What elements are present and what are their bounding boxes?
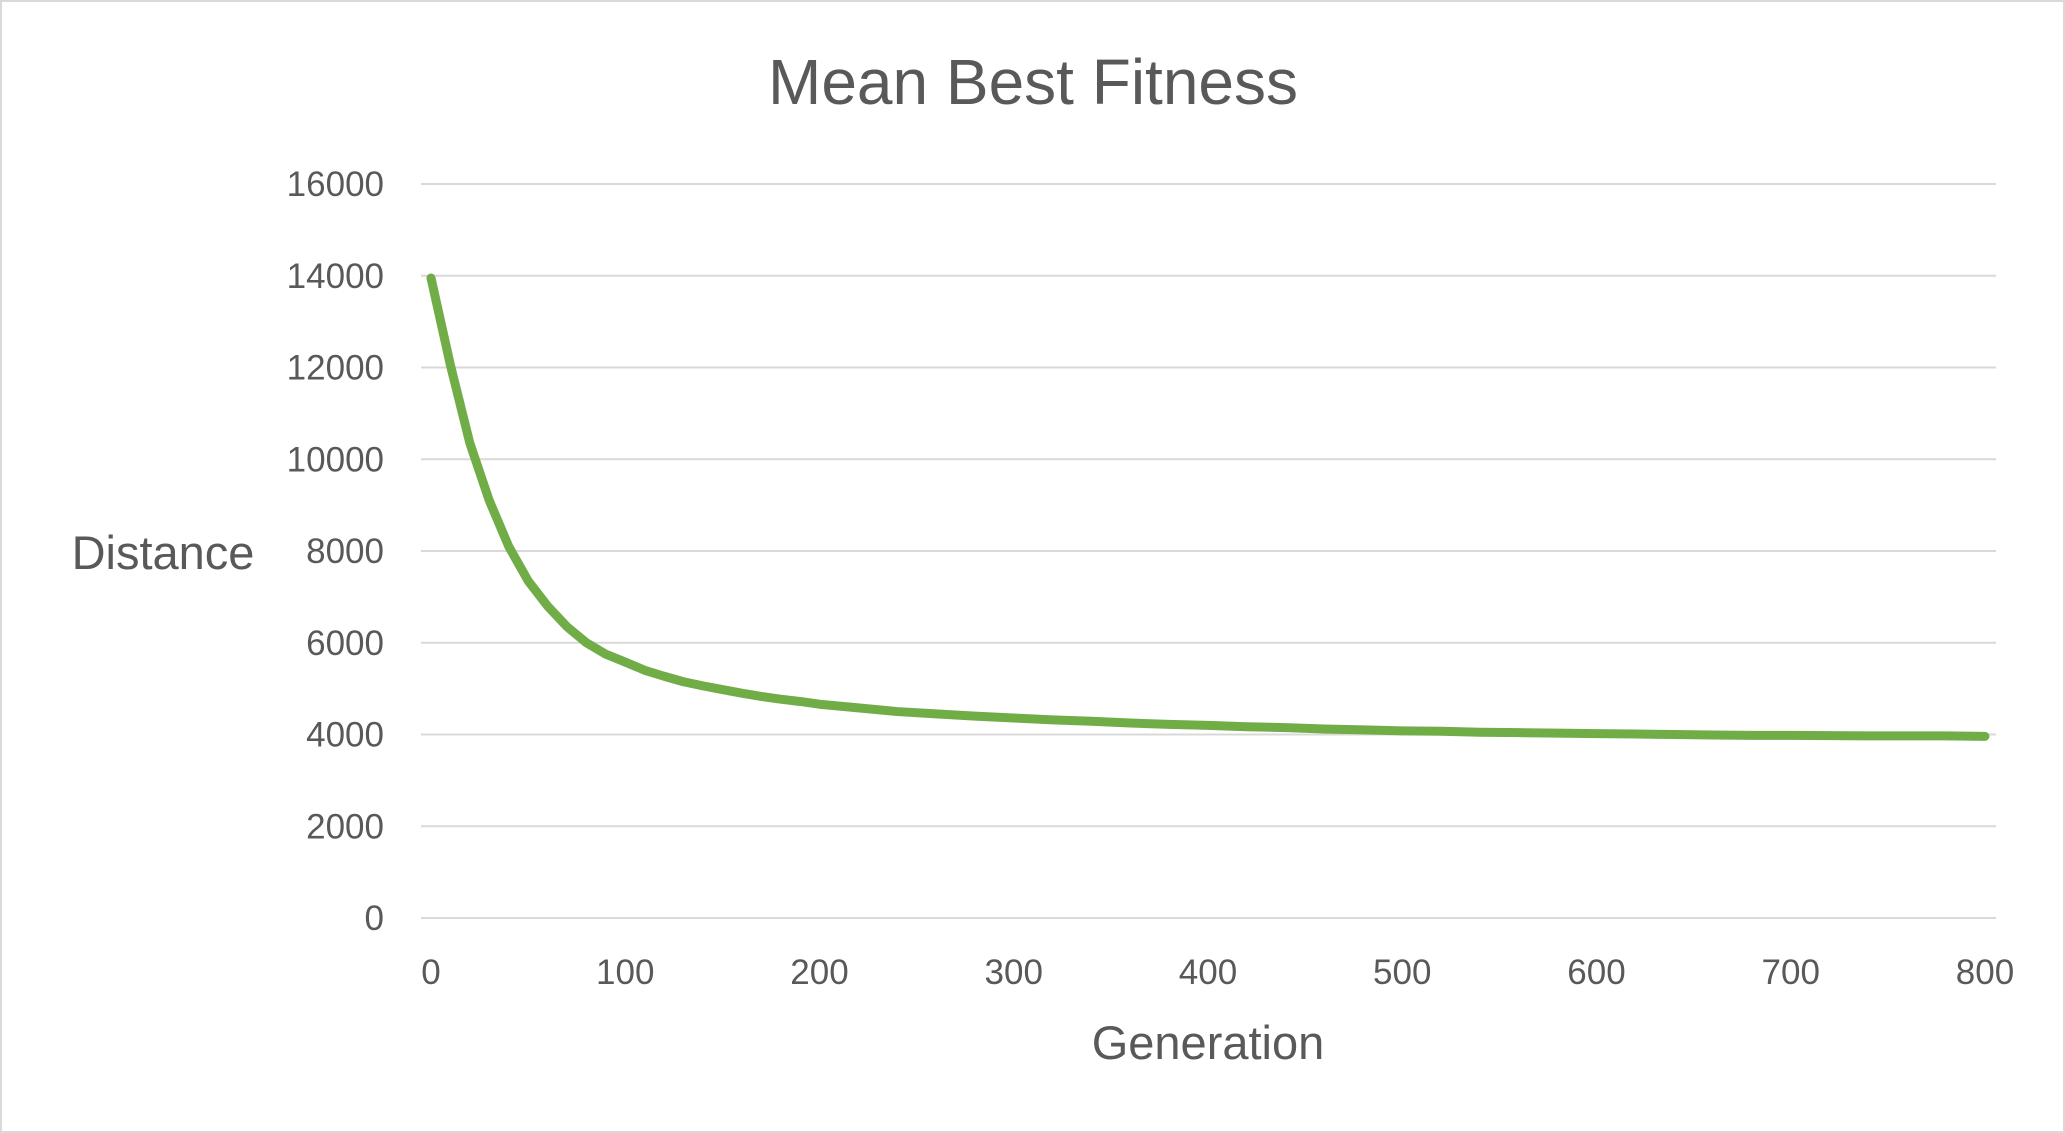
y-tick-label: 0 xyxy=(365,899,384,938)
x-tick-label: 700 xyxy=(1762,953,1820,992)
y-tick-label: 8000 xyxy=(306,532,384,571)
y-axis-tick-labels: 0 2000 4000 6000 8000 10000 12000 14000 16000 xyxy=(287,165,384,938)
y-tick-label: 10000 xyxy=(287,440,384,479)
x-tick-label: 300 xyxy=(985,953,1043,992)
series-layer xyxy=(426,273,1990,741)
y-axis-title: Distance xyxy=(72,526,255,579)
y-tick-label: 6000 xyxy=(306,624,384,663)
x-tick-label: 100 xyxy=(596,953,654,992)
x-tick-label: 0 xyxy=(421,953,440,992)
gridlines xyxy=(421,183,1996,919)
chart-title: Mean Best Fitness xyxy=(768,46,1298,118)
y-tick-label: 2000 xyxy=(306,807,384,846)
x-tick-label: 500 xyxy=(1373,953,1431,992)
x-tick-label: 400 xyxy=(1179,953,1237,992)
x-tick-label: 800 xyxy=(1956,953,2014,992)
y-tick-label: 14000 xyxy=(287,257,384,296)
x-axis-tick-labels: 0 100 200 300 400 500 600 700 800 xyxy=(421,953,2014,992)
x-axis-title: Generation xyxy=(1092,1016,1325,1069)
series-line-0 xyxy=(426,273,1990,741)
y-tick-label: 16000 xyxy=(287,165,384,204)
y-tick-label: 12000 xyxy=(287,349,384,388)
x-tick-label: 200 xyxy=(790,953,848,992)
x-tick-label: 600 xyxy=(1567,953,1625,992)
y-tick-label: 4000 xyxy=(306,716,384,755)
